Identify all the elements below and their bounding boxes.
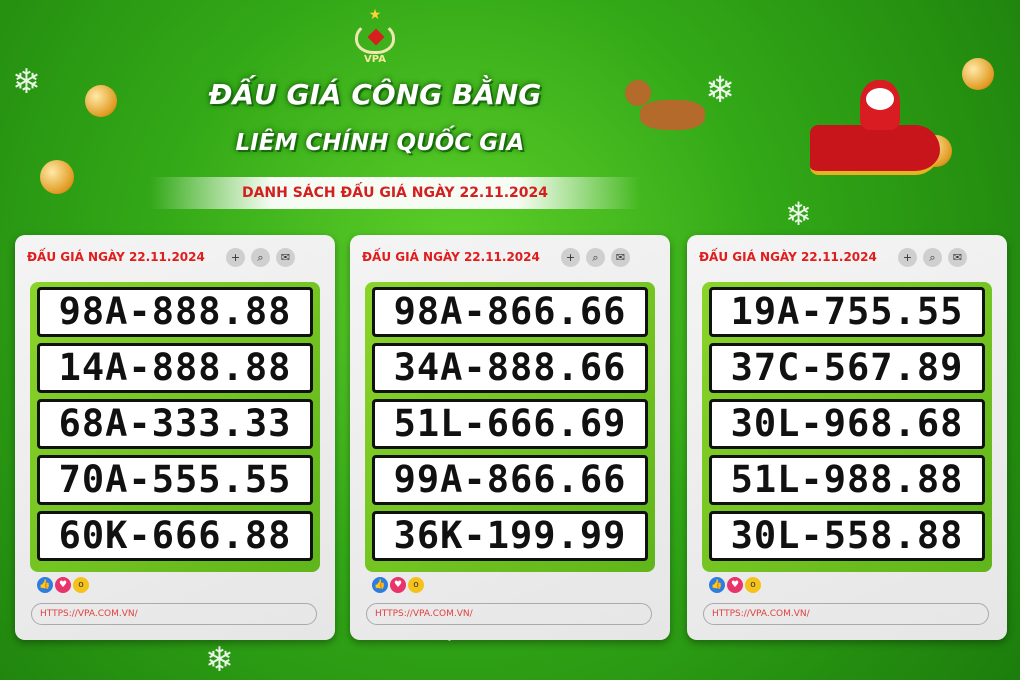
wow-icon: o [745, 577, 761, 593]
title-line-2: LIÊM CHÍNH QUỐC GIA [235, 130, 525, 156]
ornament-icon [40, 160, 74, 194]
card-heading: ĐẤU GIÁ NGÀY 22.11.2024 [362, 250, 540, 264]
license-plate: 30L-968.68 [709, 399, 985, 449]
vpa-logo: ★ VPA [350, 8, 400, 66]
heart-icon: ♥ [55, 577, 71, 593]
auction-card-2: ĐẤU GIÁ NGÀY 22.11.2024 + ⌕ ✉ 98A-866.66… [350, 235, 670, 640]
ornament-icon [85, 85, 117, 117]
snowflake-icon: ❄ [785, 195, 812, 233]
card-heading: ĐẤU GIÁ NGÀY 22.11.2024 [27, 250, 205, 264]
wow-icon: o [73, 577, 89, 593]
url-field[interactable]: HTTPS://VPA.COM.VN/ [366, 603, 652, 625]
license-plate: 51L-988.88 [709, 455, 985, 505]
plate-list: 19A-755.55 37C-567.89 30L-968.68 51L-988.88… [702, 282, 992, 572]
card-heading: ĐẤU GIÁ NGÀY 22.11.2024 [699, 250, 877, 264]
url-field[interactable]: HTTPS://VPA.COM.VN/ [703, 603, 989, 625]
heart-icon: ♥ [727, 577, 743, 593]
auction-card-1: ĐẤU GIÁ NGÀY 22.11.2024 + ⌕ ✉ 98A-888.88… [15, 235, 335, 640]
reindeer-illustration [625, 75, 715, 145]
like-icon: 👍 [37, 577, 53, 593]
license-plate: 60K-666.88 [37, 511, 313, 561]
search-icon[interactable]: ⌕ [923, 248, 942, 267]
license-plate: 51L-666.69 [372, 399, 648, 449]
url-field[interactable]: HTTPS://VPA.COM.VN/ [31, 603, 317, 625]
license-plate: 68A-333.33 [37, 399, 313, 449]
auction-card-3: ĐẤU GIÁ NGÀY 22.11.2024 + ⌕ ✉ 19A-755.55… [687, 235, 1007, 640]
like-icon: 👍 [372, 577, 388, 593]
license-plate: 36K-199.99 [372, 511, 648, 561]
logo-text: VPA [364, 54, 386, 65]
plus-icon[interactable]: + [561, 248, 580, 267]
license-plate: 14A-888.88 [37, 343, 313, 393]
title-line-1: ĐẤU GIÁ CÔNG BẰNG [208, 78, 542, 111]
license-plate: 70A-555.55 [37, 455, 313, 505]
star-icon: ★ [368, 7, 382, 23]
wow-icon: o [408, 577, 424, 593]
plus-icon[interactable]: + [226, 248, 245, 267]
plus-icon[interactable]: + [898, 248, 917, 267]
plate-list: 98A-866.66 34A-888.66 51L-666.69 99A-866.66… [365, 282, 655, 572]
ornament-icon [962, 58, 994, 90]
license-plate: 99A-866.66 [372, 455, 648, 505]
license-plate: 98A-888.88 [37, 287, 313, 337]
messenger-icon[interactable]: ✉ [948, 248, 967, 267]
santa-sleigh-illustration [770, 70, 950, 190]
subtitle-banner: DANH SÁCH ĐẤU GIÁ NGÀY 22.11.2024 [150, 177, 640, 209]
search-icon[interactable]: ⌕ [586, 248, 605, 267]
license-plate: 37C-567.89 [709, 343, 985, 393]
search-icon[interactable]: ⌕ [251, 248, 270, 267]
license-plate: 98A-866.66 [372, 287, 648, 337]
like-icon: 👍 [709, 577, 725, 593]
snowflake-icon: ❄ [205, 640, 234, 680]
snowflake-icon: ❄ [705, 70, 736, 111]
messenger-icon[interactable]: ✉ [276, 248, 295, 267]
snowflake-icon: ❄ [12, 62, 41, 102]
heart-icon: ♥ [390, 577, 406, 593]
plate-list: 98A-888.88 14A-888.88 68A-333.33 70A-555.55… [30, 282, 320, 572]
license-plate: 19A-755.55 [709, 287, 985, 337]
messenger-icon[interactable]: ✉ [611, 248, 630, 267]
license-plate: 30L-558.88 [709, 511, 985, 561]
license-plate: 34A-888.66 [372, 343, 648, 393]
